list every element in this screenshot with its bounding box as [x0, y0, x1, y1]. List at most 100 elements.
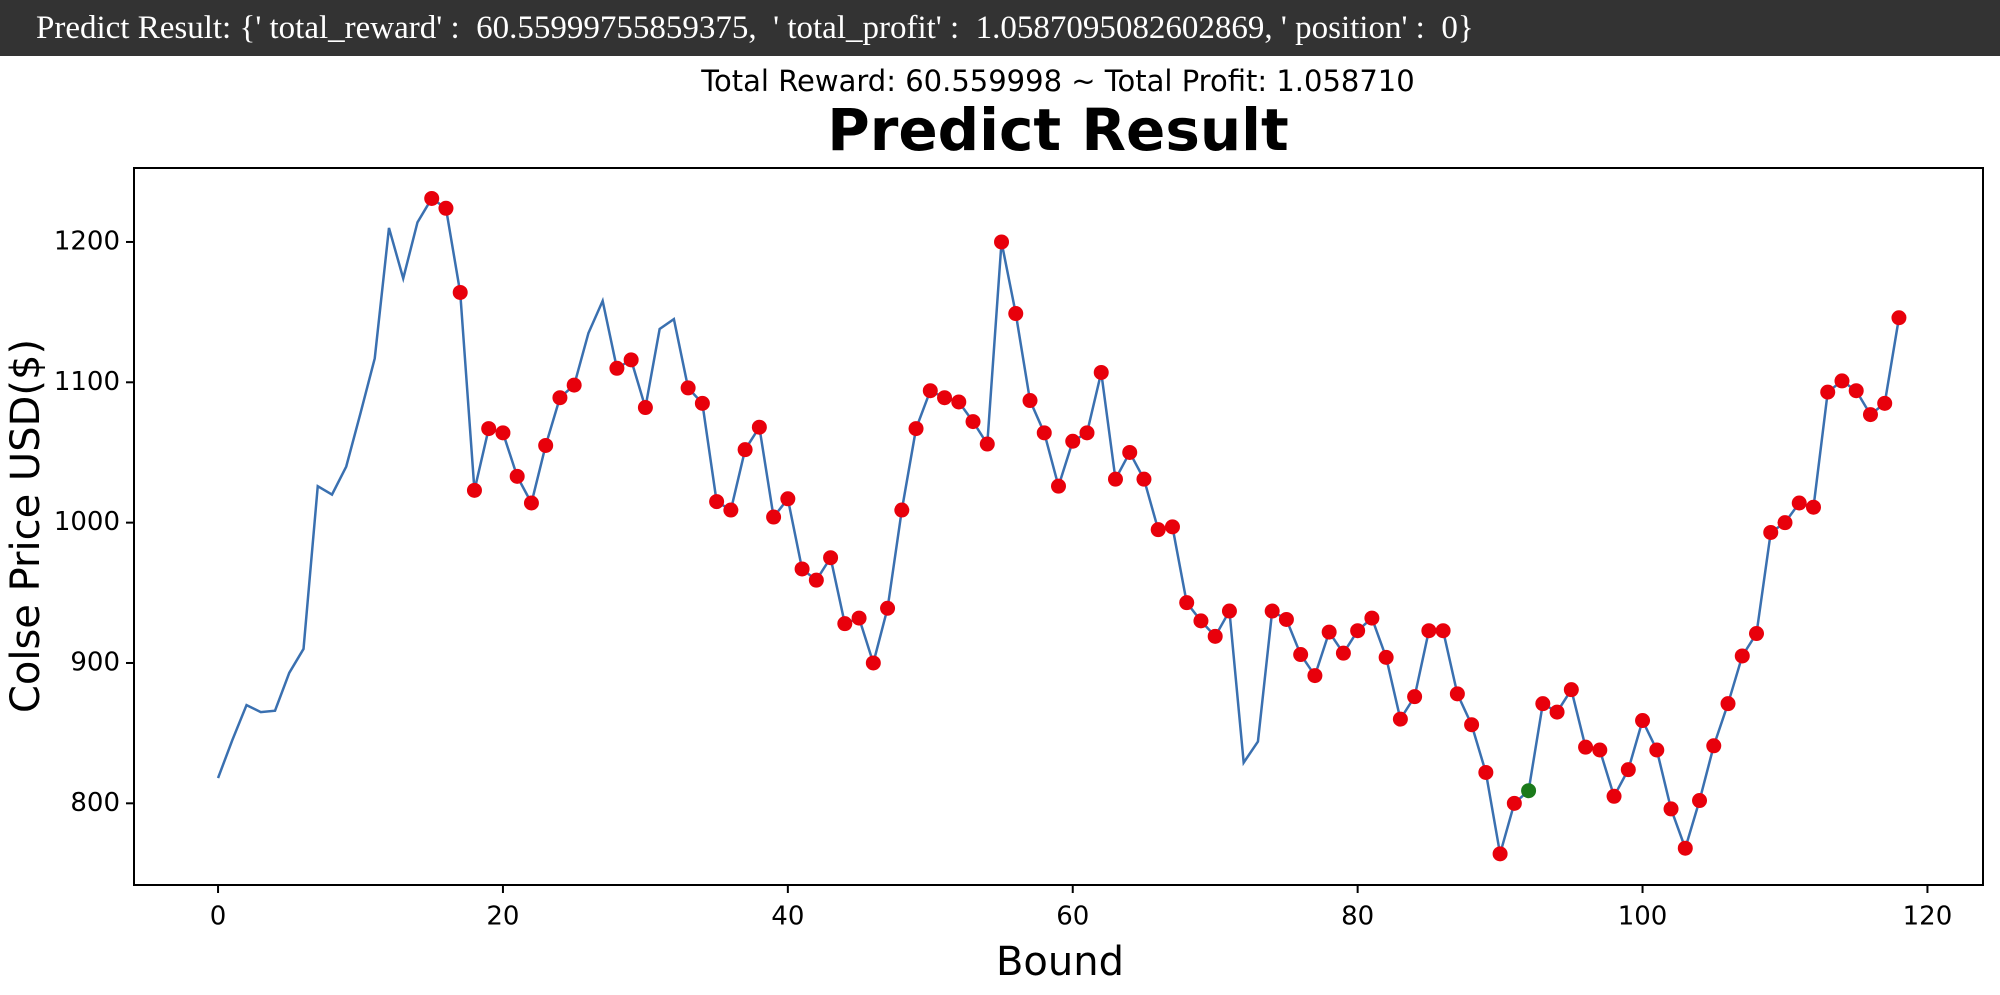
trade-marker [1278, 611, 1294, 627]
trade-marker [1805, 499, 1821, 515]
x-tick-label: 40 [771, 902, 804, 932]
y-tick-label: 800 [70, 788, 120, 818]
trade-marker [766, 509, 782, 525]
trade-marker [709, 494, 725, 510]
trade-marker [780, 491, 796, 507]
trade-marker [723, 502, 739, 518]
trade-marker [694, 395, 710, 411]
chart-subtitle: Total Reward: 60.559998 ~ Total Profit: … [700, 64, 1414, 98]
x-tick-label: 60 [1056, 902, 1089, 932]
trade-marker [1364, 610, 1380, 626]
trade-marker [851, 610, 867, 626]
trade-marker [1535, 696, 1551, 712]
trade-marker [509, 468, 525, 484]
x-tick-label: 0 [210, 902, 227, 932]
trade-marker [1791, 495, 1807, 511]
trade-marker [865, 655, 881, 671]
trade-marker [1093, 364, 1109, 380]
trade-marker [1506, 795, 1522, 811]
x-tick-label: 100 [1618, 902, 1668, 932]
trade-marker [1378, 649, 1394, 665]
trade-marker [1720, 696, 1736, 712]
trade-marker [1221, 603, 1237, 619]
x-tick-label: 80 [1341, 902, 1374, 932]
trade-marker [637, 400, 653, 416]
trade-marker [552, 390, 568, 406]
trade-marker [1008, 306, 1024, 322]
trade-marker [737, 442, 753, 458]
trade-marker [680, 380, 696, 396]
trade-marker [566, 377, 582, 393]
trade-marker [1150, 522, 1166, 538]
y-axis-label: Colse Price USD($) [3, 339, 49, 713]
trade-marker [1122, 444, 1138, 460]
trade-marker [1464, 717, 1480, 733]
trade-marker [1350, 623, 1366, 639]
trade-marker [1136, 471, 1152, 487]
trade-marker [894, 502, 910, 518]
trade-marker [438, 200, 454, 216]
trade-marker [951, 394, 967, 410]
chart-title: Predict Result [827, 96, 1289, 164]
trade-marker [823, 550, 839, 566]
trade-marker [994, 234, 1010, 250]
trade-marker [1421, 623, 1437, 639]
x-axis-label: Bound [996, 939, 1124, 985]
trade-marker [1392, 711, 1408, 727]
trade-marker [1734, 648, 1750, 664]
trade-marker [794, 561, 810, 577]
trade-marker [1264, 603, 1280, 619]
trade-marker [1706, 738, 1722, 754]
trade-marker [1635, 713, 1651, 729]
trade-marker [1521, 783, 1537, 799]
price-line [216, 196, 1901, 855]
trade-marker [1563, 682, 1579, 698]
x-tick-label: 120 [1903, 902, 1953, 932]
trade-marker [1321, 624, 1337, 640]
x-tick-label: 20 [486, 902, 519, 932]
trade-marker [1207, 628, 1223, 644]
trade-marker [1051, 478, 1066, 494]
trade-marker [1663, 801, 1679, 817]
trade-marker [922, 383, 938, 399]
trade-marker [1677, 840, 1693, 856]
trade-marker [1036, 425, 1052, 441]
trade-marker [1193, 613, 1209, 629]
trade-marker [1293, 647, 1309, 663]
trade-marker [1065, 433, 1081, 449]
trade-marker [1435, 623, 1451, 639]
trade-marker [1592, 742, 1608, 758]
trade-marker [1777, 515, 1793, 531]
trade-marker [1649, 742, 1665, 758]
trade-marker [837, 616, 853, 632]
plot-frame [133, 167, 1984, 886]
trade-marker [481, 421, 497, 437]
trade-marker [1578, 739, 1594, 755]
trade-marker [1079, 425, 1095, 441]
trade-marker [1179, 595, 1195, 611]
trade-marker [1820, 384, 1836, 400]
trade-marker [1307, 668, 1323, 684]
trade-marker [1763, 524, 1779, 540]
trade-marker [1620, 762, 1636, 778]
trade-marker [452, 284, 468, 300]
trade-marker [495, 425, 511, 441]
trade-marker [908, 421, 924, 437]
trade-marker [1834, 373, 1850, 389]
trade-marker [1862, 407, 1878, 423]
trade-marker [979, 436, 995, 452]
trade-marker [1549, 704, 1565, 720]
trade-marker [1335, 645, 1351, 661]
trade-marker [1449, 686, 1465, 702]
trade-marker [1107, 471, 1123, 487]
trade-marker [424, 190, 440, 206]
trade-marker [609, 360, 625, 376]
trade-marker [1022, 393, 1038, 409]
trade-marker [880, 600, 896, 616]
trade-marker [538, 437, 554, 453]
trade-marker [1848, 383, 1864, 399]
y-tick-label: 1000 [54, 507, 120, 537]
trade-marker [523, 495, 539, 511]
result-header: Predict Result: {' total_reward' : 60.55… [0, 0, 2000, 56]
